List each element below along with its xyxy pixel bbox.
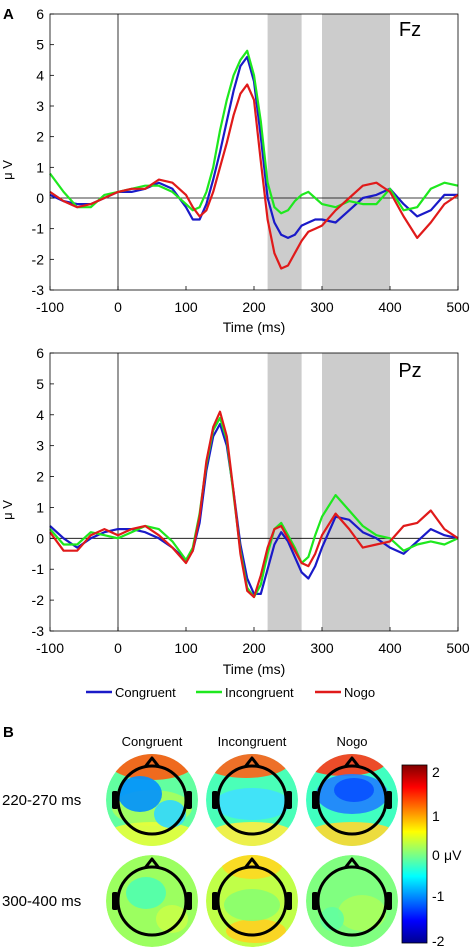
right-ear: [286, 791, 292, 809]
pz-x-tick-label: 200: [242, 640, 266, 656]
left-ear: [312, 892, 318, 910]
colorbar-gradient: [401, 764, 428, 944]
panel-b-label: B: [3, 724, 14, 741]
nose: [343, 857, 361, 869]
pz-y-tick-label: 1: [36, 499, 44, 515]
pz-series-congruent: [49, 422, 459, 595]
pz-x-tick-label: 300: [310, 640, 334, 656]
pz-x-tick-label: -100: [36, 640, 64, 656]
topomap-row-1-label: 220-270 ms: [2, 792, 81, 809]
legend-label-congruent: Congruent: [115, 685, 176, 700]
left-ear: [212, 791, 218, 809]
fz-shaded-window-2: [322, 14, 390, 290]
topomap-column-nogo: Nogo: [336, 734, 367, 749]
legend: Congruent Incongruent Nogo: [86, 685, 375, 700]
colorbar-tick-0: 0: [432, 847, 440, 863]
pz-chart-title: Pz: [398, 360, 421, 382]
pz-x-tick-label: 400: [378, 640, 402, 656]
left-ear: [312, 791, 318, 809]
fz-chart-title: Fz: [399, 19, 421, 41]
topomap-nogo-row-2: [306, 855, 398, 947]
pz-x-axis-label: Time (ms): [223, 661, 285, 677]
right-ear: [286, 892, 292, 910]
fz-y-tick-label: 3: [36, 98, 44, 114]
right-ear: [386, 892, 392, 910]
legend-label-nogo: Nogo: [344, 685, 375, 700]
fz-y-tick-label: 5: [36, 37, 44, 53]
fz-x-tick-label: 200: [242, 299, 266, 315]
nose: [343, 756, 361, 768]
fz-y-tick-label: 0: [36, 190, 44, 206]
left-ear: [112, 892, 118, 910]
pz-y-tick-label: 0: [36, 530, 44, 546]
fz-chart: μ V Fz Time (ms) -3 -2 -1 0 1 2 3 4 5 6 -100 0 100 20…: [0, 6, 470, 335]
right-ear: [386, 791, 392, 809]
topomap-congruent-row-2: [106, 855, 198, 947]
pz-y-tick-label: 3: [36, 438, 44, 454]
colorbar: 2 1 0 μV -1 -2: [401, 764, 462, 949]
pz-chart: μ V Pz Time (ms) -3 -2 -1 0 1 2 3 4 5 6 -100 0 100 20…: [0, 345, 470, 677]
pz-y-tick-label: -3: [32, 623, 45, 639]
right-ear: [186, 791, 192, 809]
fz-y-tick-label: -1: [32, 221, 45, 237]
fz-y-tick-label: 6: [36, 6, 44, 22]
left-ear: [212, 892, 218, 910]
nose: [243, 857, 261, 869]
fz-axes-frame: [49, 13, 459, 291]
fz-x-tick-label: 400: [378, 299, 402, 315]
fz-x-axis-label: Time (ms): [223, 319, 285, 335]
pz-y-tick-label: 2: [36, 469, 44, 485]
fz-series-congruent: [49, 55, 458, 239]
right-ear: [186, 892, 192, 910]
colorbar-tick-neg2: -2: [432, 933, 445, 949]
fz-series-incongruent: [49, 49, 459, 215]
fz-y-tick-label: -2: [32, 251, 45, 267]
fz-series-nogo: [49, 83, 459, 270]
colorbar-tick-2: 2: [432, 764, 440, 780]
pz-shaded-window-2: [322, 353, 390, 631]
nose: [143, 857, 161, 869]
pz-axes-frame: [49, 352, 459, 632]
pz-x-tick-label: 500: [446, 640, 470, 656]
left-ear: [112, 791, 118, 809]
pz-x-tick-label: 100: [174, 640, 198, 656]
topomap-column-congruent: Congruent: [122, 734, 183, 749]
pz-x-tick-label: 0: [114, 640, 122, 656]
pz-y-tick-label: 4: [36, 407, 44, 423]
pz-y-tick-label: -1: [32, 561, 45, 577]
topomap-column-incongruent: Incongruent: [218, 734, 287, 749]
fz-x-tick-label: 500: [446, 299, 470, 315]
topomap-grid: [106, 754, 398, 947]
colorbar-tick-1: 1: [432, 808, 440, 824]
fz-x-tick-label: 100: [174, 299, 198, 315]
topomap-incongruent-row-2: [206, 855, 298, 947]
colorbar-tick-neg1: -1: [432, 888, 445, 904]
fz-y-tick-label: 2: [36, 129, 44, 145]
nose: [143, 756, 161, 768]
pz-y-tick-label: 5: [36, 376, 44, 392]
pz-shaded-window-1: [267, 353, 302, 631]
fz-y-tick-label: 1: [36, 159, 44, 175]
pz-y-tick-label: -2: [32, 592, 45, 608]
fz-x-tick-label: 300: [310, 299, 334, 315]
topomap-row-2-label: 300-400 ms: [2, 893, 81, 910]
fz-y-tick-label: 4: [36, 67, 44, 83]
panel-a-label: A: [3, 6, 14, 23]
fz-x-tick-label: -100: [36, 299, 64, 315]
pz-series-nogo: [49, 410, 459, 599]
colorbar-unit-label: μV: [444, 847, 462, 863]
pz-y-tick-label: 6: [36, 345, 44, 361]
legend-label-incongruent: Incongruent: [225, 685, 294, 700]
pz-series-incongruent: [49, 416, 459, 599]
nose: [243, 756, 261, 768]
fz-y-tick-label: -3: [32, 282, 45, 298]
fz-y-axis-label: μ V: [0, 160, 15, 180]
fz-x-tick-label: 0: [114, 299, 122, 315]
pz-y-axis-label: μ V: [0, 500, 15, 520]
